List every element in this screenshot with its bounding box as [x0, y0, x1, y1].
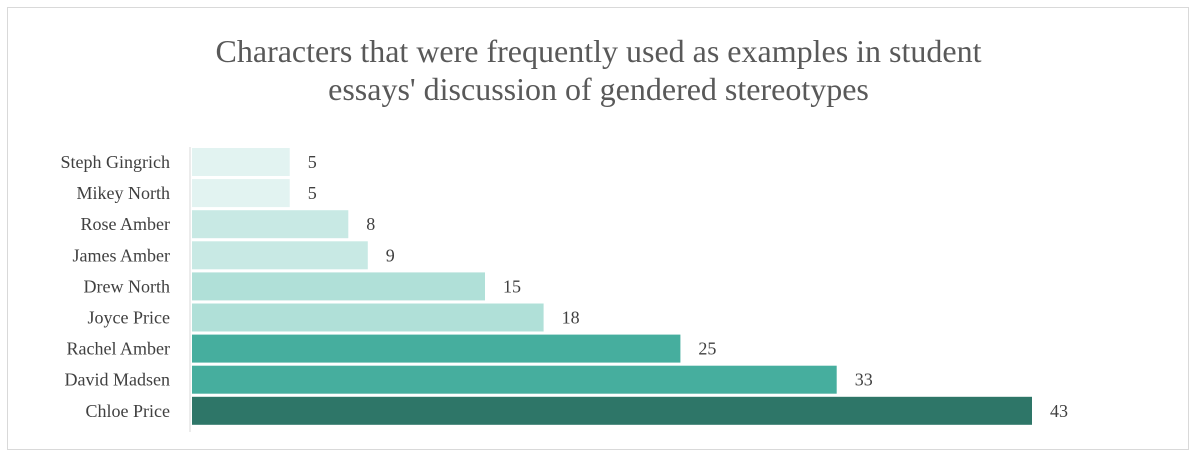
chart-title: Characters that were frequently used as …: [0, 32, 1197, 108]
category-label: Rose Amber: [81, 214, 171, 234]
value-label: 25: [698, 339, 716, 359]
category-label: Joyce Price: [88, 308, 170, 328]
category-label: Mikey North: [77, 183, 171, 203]
value-label: 18: [562, 308, 580, 328]
bar-steph-gingrich: [192, 148, 290, 176]
value-label: 5: [308, 152, 317, 172]
bar-mikey-north: [192, 179, 290, 208]
category-label: Rachel Amber: [67, 339, 170, 359]
value-label: 43: [1050, 401, 1068, 421]
category-label: Chloe Price: [86, 401, 170, 421]
bar-james-amber: [192, 241, 368, 270]
category-label: James Amber: [73, 245, 170, 265]
category-label: Drew North: [84, 276, 170, 296]
bar-rose-amber: [192, 210, 349, 239]
bar-david-madsen: [192, 365, 837, 394]
chart-title-line-2: essays' discussion of gendered stereotyp…: [328, 71, 869, 107]
bars-group: Steph Gingrich 5 Mikey North 5 Rose Amber 8 Ja…: [61, 148, 1068, 425]
category-label: David Madsen: [65, 370, 170, 390]
bar-chloe-price: [192, 396, 1032, 425]
bar-drew-north: [192, 272, 485, 301]
category-label: Steph Gingrich: [61, 152, 171, 172]
value-label: 15: [503, 276, 521, 296]
value-label: 8: [366, 214, 375, 234]
chart-title-line-1: Characters that were frequently used as …: [215, 33, 982, 69]
value-label: 5: [308, 183, 317, 203]
bar-joyce-price: [192, 303, 544, 332]
value-label: 33: [855, 370, 873, 390]
bar-rachel-amber: [192, 334, 681, 363]
value-label: 9: [386, 245, 395, 265]
